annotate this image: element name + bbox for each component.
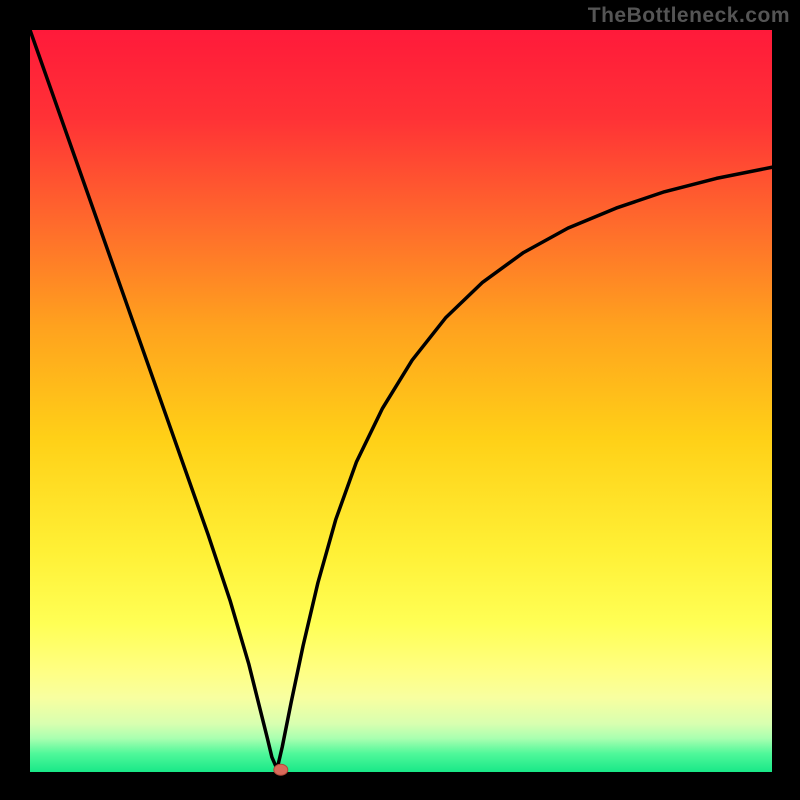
chart-container: TheBottleneck.com [0,0,800,800]
curve-layer [30,30,772,772]
plot-area [30,30,772,772]
valley-marker [274,764,288,775]
watermark-text: TheBottleneck.com [588,4,790,28]
bottleneck-curve [30,30,772,769]
